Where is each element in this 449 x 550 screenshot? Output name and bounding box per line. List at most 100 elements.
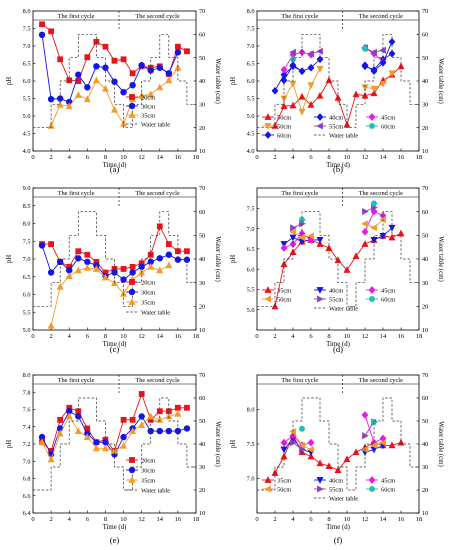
data-point — [129, 416, 136, 423]
legend-swatch-marker — [129, 94, 135, 100]
x-tick-label: 4 — [291, 333, 295, 340]
series-50cm — [289, 428, 386, 454]
data-point — [38, 31, 46, 38]
data-point — [307, 438, 315, 447]
series-55cm — [290, 203, 378, 232]
x-tick-label: 8 — [327, 516, 330, 523]
y-tick-label: 5.0 — [23, 327, 31, 334]
x-tick-label: 6 — [309, 333, 313, 340]
legend: 50cm 40cm 45cm 50cm 55cm 60cm 60cm Water table — [262, 113, 395, 139]
y-tick-label: 7.5 — [247, 441, 255, 448]
x-axis-label: Time (d) — [103, 341, 127, 348]
data-point — [65, 412, 73, 420]
chart-panel-b: The first cycle The second cycle 0 2 4 6 8 10 12… — [230, 8, 444, 174]
x-tick-label: 10 — [344, 516, 351, 523]
legend-label: 20cm — [141, 457, 155, 464]
legend-item: 35cm — [126, 111, 155, 119]
y-tick-label: 6.0 — [247, 266, 255, 273]
panel-tag: (b) — [333, 164, 343, 174]
x-tick-label: 14 — [380, 154, 387, 161]
x-tick-label: 0 — [255, 516, 258, 523]
data-point — [92, 76, 100, 84]
x-axis-label: Time (d) — [326, 524, 350, 531]
y-tick-label: 4.0 — [23, 148, 31, 155]
y2-axis-label: Water table (cm) — [214, 236, 221, 282]
series-45cm — [280, 207, 387, 252]
data-point — [129, 269, 136, 276]
y-tick-label: 6.5 — [23, 274, 31, 281]
data-point — [298, 67, 306, 76]
y-tick-label: 6.6 — [23, 493, 31, 500]
series-35cm — [47, 261, 173, 329]
legend-item: 50cm — [262, 113, 291, 121]
legend-label: Water table — [329, 132, 358, 139]
data-point — [48, 28, 55, 35]
x-tick-label: 12 — [362, 333, 369, 340]
series-line — [41, 413, 179, 461]
data-point — [156, 415, 164, 423]
data-point — [120, 88, 127, 96]
legend-label: 60cm — [381, 123, 395, 130]
y-tick-label: 7.5 — [23, 26, 31, 33]
legend-swatch-marker — [264, 485, 271, 493]
x-tick-label: 12 — [362, 154, 369, 161]
y2-tick-label: 40 — [199, 441, 205, 448]
y2-axis-label: Water table (cm) — [214, 58, 221, 104]
data-point — [271, 121, 279, 129]
y2-tick-label: 50 — [422, 55, 428, 62]
data-point — [174, 409, 182, 417]
legend-item: 45cm — [366, 113, 395, 121]
y2-tick-label: 70 — [199, 372, 205, 379]
y-tick-label: 4.5 — [247, 131, 255, 138]
data-point — [280, 244, 288, 252]
legend-item: 55cm — [314, 485, 343, 493]
y-tick-label: 9.0 — [23, 185, 31, 192]
y-tick-label: 7.6 — [23, 407, 31, 414]
y-tick-label: 6.0 — [23, 78, 31, 85]
data-point — [388, 233, 396, 241]
legend-label: 60cm — [381, 486, 395, 493]
y2-tick-label: 50 — [422, 418, 428, 425]
y2-tick-label: 60 — [199, 209, 205, 216]
legend-label: 35cm — [141, 477, 155, 484]
legend-label: 50cm — [277, 123, 291, 130]
data-point — [111, 105, 118, 113]
series-line — [33, 33, 196, 129]
data-point — [184, 248, 190, 255]
y2-tick-label: 20 — [199, 487, 205, 494]
y-tick-label: 6.4 — [23, 510, 32, 517]
cycle-label-second: The second cycle — [359, 377, 404, 384]
data-point — [388, 441, 396, 449]
data-point — [316, 65, 324, 73]
legend-swatch-marker — [317, 485, 324, 493]
y-axis-label: pH — [230, 255, 237, 263]
legend-swatch-marker — [316, 287, 324, 294]
data-point — [93, 439, 100, 446]
series-line — [41, 23, 188, 82]
cycle-label-first: The first cycle — [58, 13, 95, 20]
legend-item: 40cm — [314, 113, 343, 121]
y2-tick-label: 20 — [422, 125, 428, 132]
x-tick-label: 8 — [327, 333, 330, 340]
data-point — [370, 89, 378, 97]
legend-item: 45cm — [366, 476, 395, 484]
y-tick-label: 7.4 — [23, 424, 32, 431]
legend-item: 50cm — [262, 295, 291, 303]
data-point — [307, 446, 314, 454]
data-point — [316, 459, 324, 467]
x-tick-label: 16 — [398, 154, 405, 161]
data-point — [83, 264, 91, 271]
x-axis-label: Time (d) — [326, 162, 350, 169]
data-point — [56, 282, 64, 290]
data-point — [174, 404, 181, 411]
x-tick-label: 10 — [344, 154, 351, 161]
cycle-label-first: The first cycle — [281, 190, 318, 197]
x-tick-label: 14 — [380, 333, 387, 340]
y-tick-label: 8.0 — [23, 221, 31, 228]
y2-tick-label: 20 — [422, 304, 428, 311]
data-point — [147, 262, 155, 270]
x-tick-label: 2 — [49, 333, 52, 340]
x-tick-label: 2 — [49, 154, 52, 161]
data-point — [83, 95, 91, 103]
y2-axis-label: Water table (cm) — [214, 421, 221, 467]
